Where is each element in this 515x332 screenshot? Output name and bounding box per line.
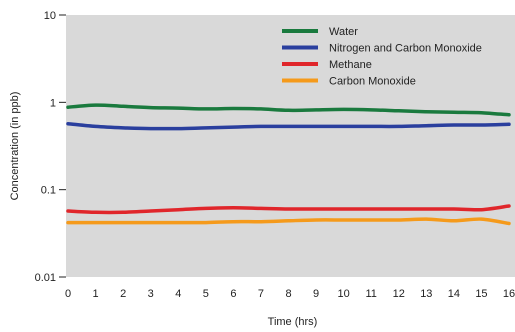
- plot-background: [66, 15, 515, 277]
- y-tick-label: 10: [44, 10, 56, 22]
- x-tick-label: 11: [365, 288, 376, 300]
- x-tick-label: 10: [338, 288, 350, 300]
- y-tick-label: 0.1: [41, 185, 56, 197]
- x-tick-label: 3: [148, 288, 154, 300]
- x-tick-label: 0: [65, 288, 71, 300]
- series-lines: [66, 103, 511, 226]
- series-line-nitrogen-and-carbon-monoxide: [66, 121, 511, 131]
- x-tick-label: 14: [448, 288, 460, 300]
- x-tick-label: 16: [503, 288, 515, 300]
- x-tick-label: 7: [258, 288, 264, 300]
- legend-label-methane: Methane: [329, 59, 372, 71]
- legend-label-water: Water: [329, 26, 358, 38]
- y-tick-label: 1: [50, 97, 56, 109]
- series-line-water: [66, 103, 511, 117]
- x-tick-label: 6: [230, 288, 236, 300]
- x-axis-title: Time (hrs): [268, 316, 318, 328]
- x-axis: 0 1 2 3 4 5 6 7 8 9 10 11 12 13 14 15 16: [65, 288, 515, 300]
- x-tick-label: 8: [285, 288, 291, 300]
- series-line-carbon-monoxide: [66, 217, 511, 226]
- y-axis: 10 1 0.1 0.01: [35, 10, 66, 284]
- x-tick-label: 4: [175, 288, 181, 300]
- y-axis-title: Concentration (in ppb): [9, 92, 21, 201]
- x-tick-label: 2: [120, 288, 126, 300]
- x-tick-label: 1: [93, 288, 99, 300]
- legend: Water Nitrogen and Carbon Monoxide Methane…: [282, 26, 482, 88]
- legend-label-nitrogen-and-carbon-monoxide: Nitrogen and Carbon Monoxide: [329, 43, 482, 55]
- x-tick-label: 9: [313, 288, 319, 300]
- x-tick-label: 5: [203, 288, 209, 300]
- y-tick-label: 0.01: [35, 272, 56, 284]
- x-tick-label: 12: [393, 288, 405, 300]
- legend-label-carbon-monoxide: Carbon Monoxide: [329, 76, 416, 88]
- x-tick-label: 13: [420, 288, 432, 300]
- x-tick-label: 15: [475, 288, 487, 300]
- series-line-methane: [66, 204, 511, 215]
